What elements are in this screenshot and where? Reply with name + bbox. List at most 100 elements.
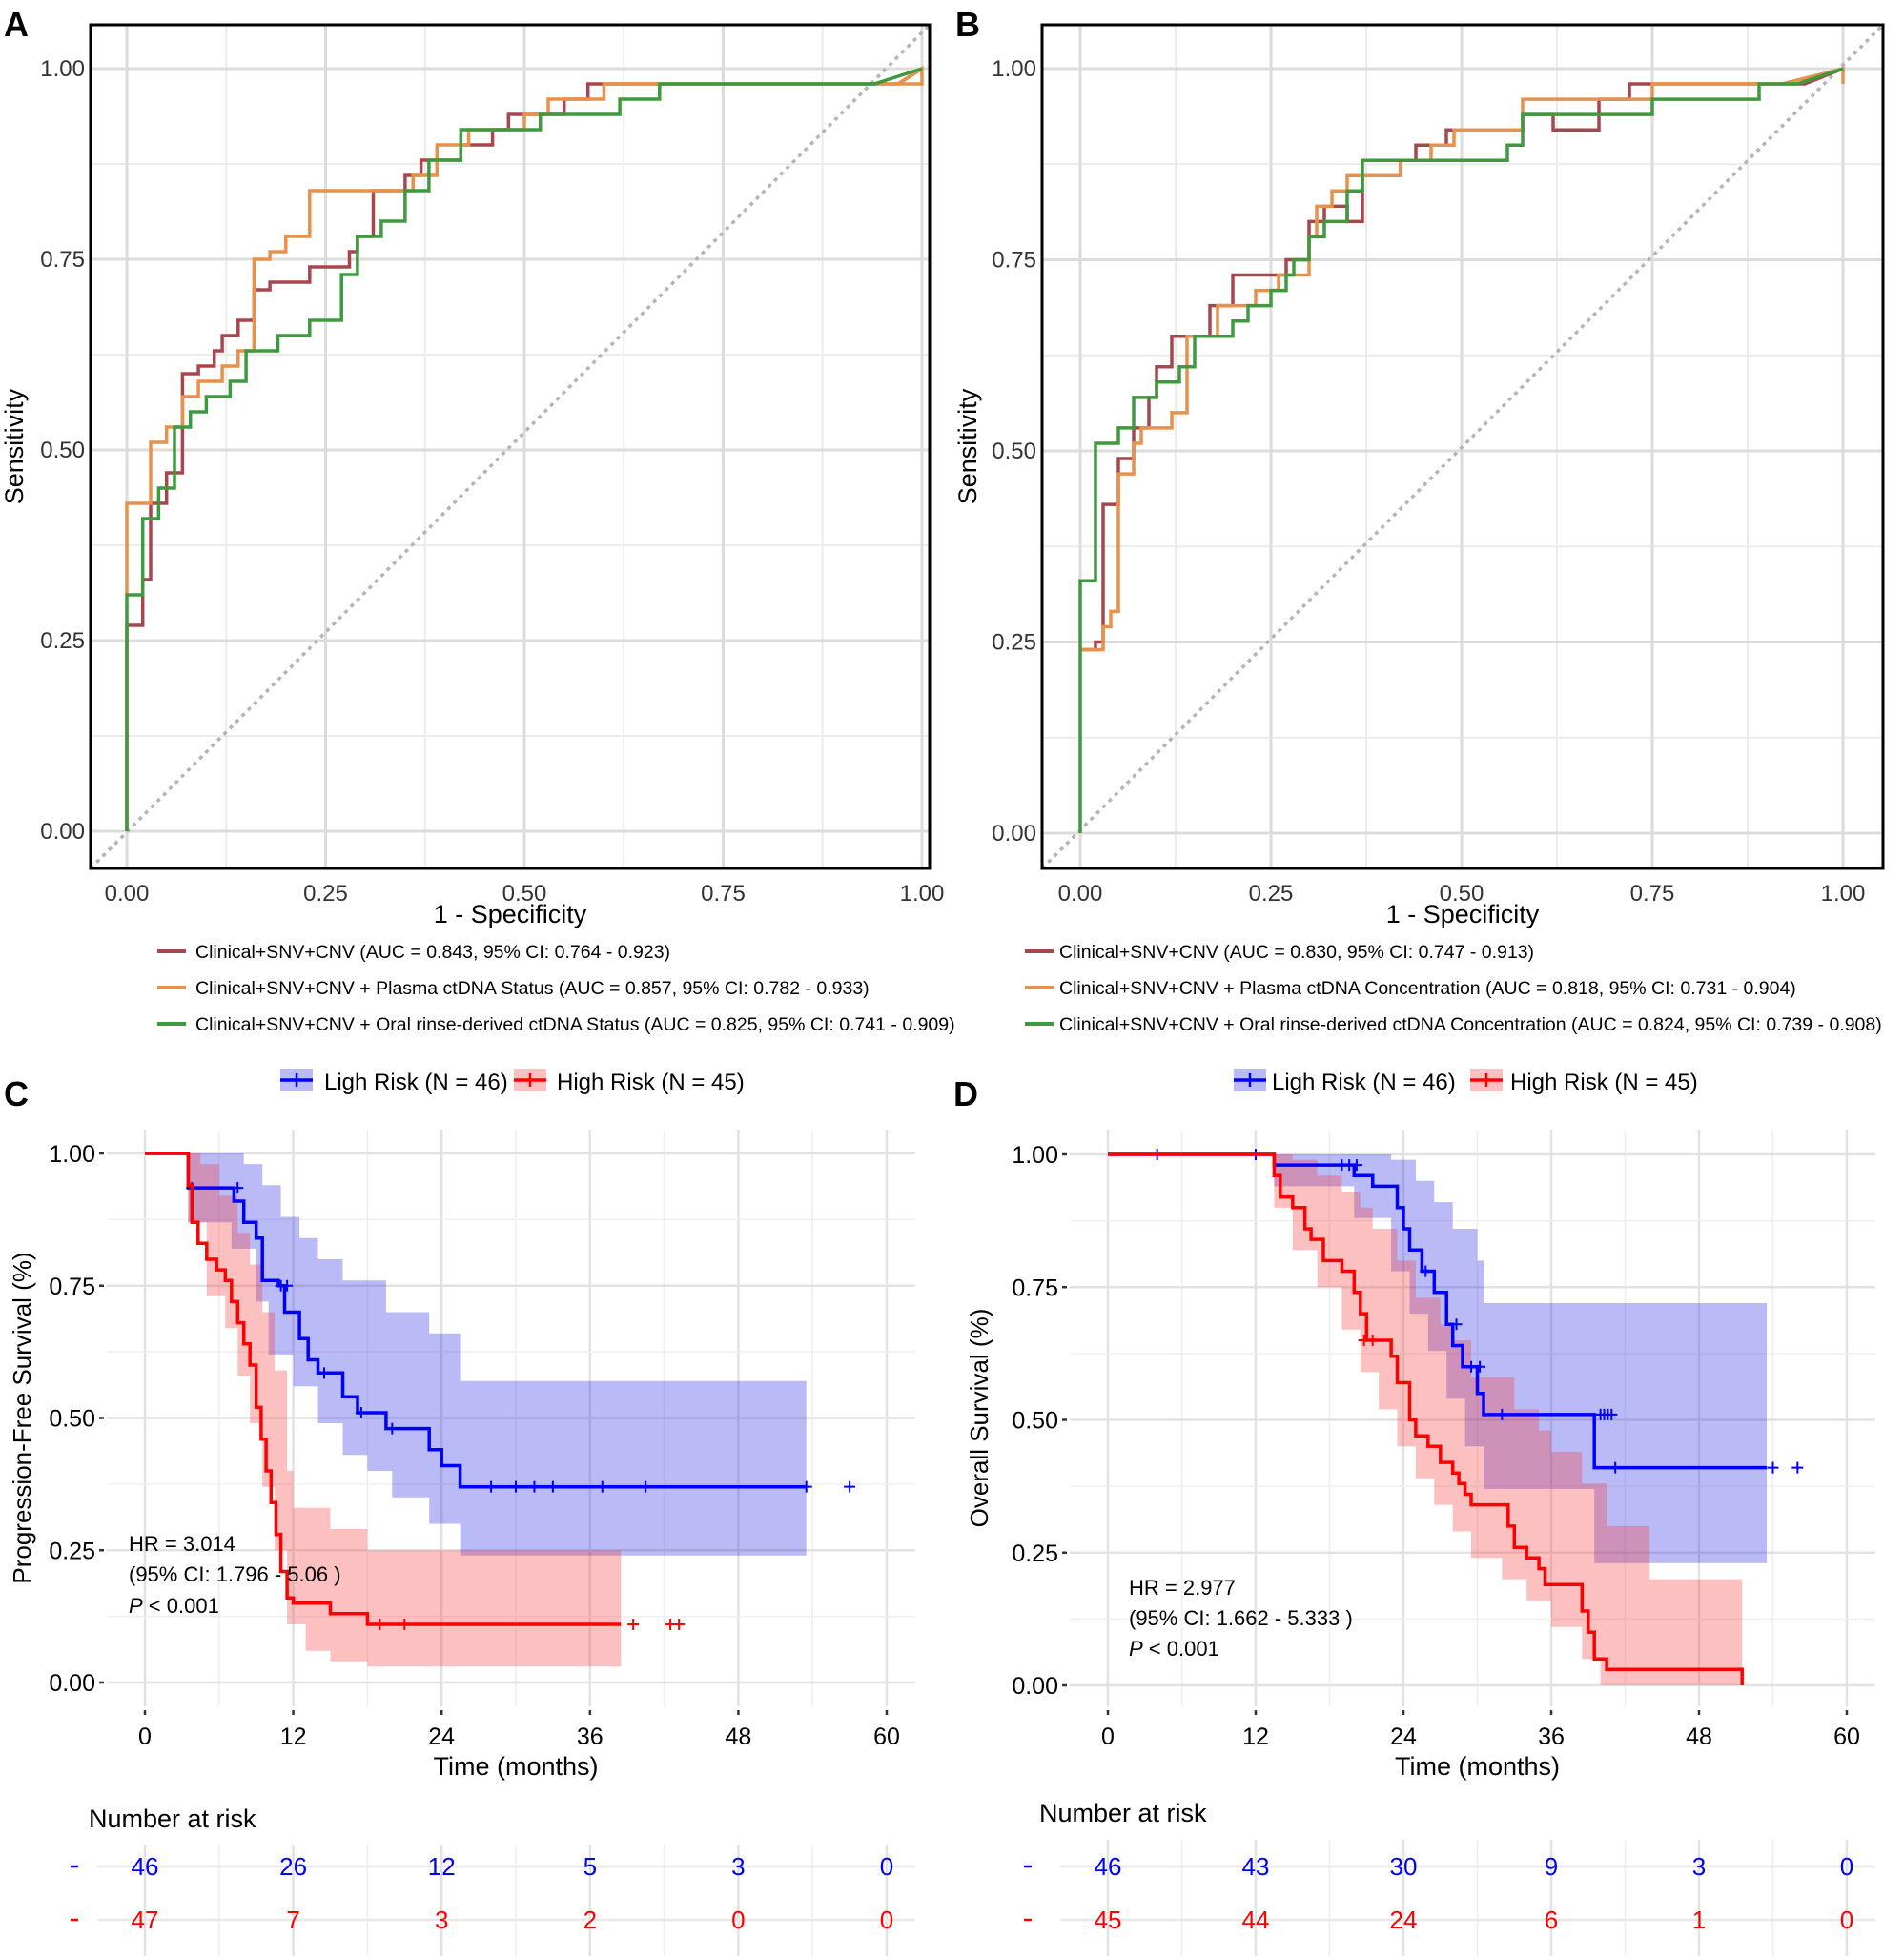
censor-mark bbox=[1609, 1461, 1622, 1474]
reference-diagonal bbox=[89, 23, 932, 870]
p-label: P bbox=[129, 1594, 143, 1618]
censor-mark bbox=[640, 1480, 652, 1493]
legend-label-2: Clinical+SNV+CNV + Plasma ctDNA Status (… bbox=[195, 978, 870, 999]
risk-count: 30 bbox=[1390, 1852, 1418, 1881]
km-panel-c: 0.00 0.25 0.50 0.75 1.00 0 12 24 36 48 60 Ligh Risk… bbox=[8, 1069, 915, 1956]
x-tick-label: 0.25 bbox=[303, 881, 348, 907]
p-value: < 0.001 bbox=[143, 1594, 219, 1618]
y-tick-label: 0.50 bbox=[992, 439, 1036, 464]
x-tick-label: 0.75 bbox=[1630, 881, 1675, 907]
panel-label-c: C bbox=[4, 1074, 29, 1113]
ci-annotation: (95% CI: 1.796 - 5.06 ) bbox=[129, 1562, 341, 1586]
censor-mark bbox=[281, 1279, 294, 1292]
y-tick-label: 0.25 bbox=[40, 628, 85, 654]
risk-count: 26 bbox=[279, 1852, 307, 1881]
y-axis-label: Overall Survival (%) bbox=[965, 1309, 993, 1528]
risk-count: 3 bbox=[435, 1906, 448, 1934]
ci-annotation: (95% CI: 1.662 - 5.333 ) bbox=[1129, 1606, 1353, 1630]
censor-mark bbox=[1450, 1318, 1463, 1331]
censor-mark bbox=[546, 1480, 559, 1493]
censor-mark bbox=[399, 1618, 411, 1630]
risk-count: 0 bbox=[731, 1906, 745, 1934]
censor-mark bbox=[1474, 1360, 1486, 1373]
p-label: P bbox=[1129, 1637, 1143, 1661]
y-tick-label: 0.25 bbox=[992, 630, 1036, 656]
legend-label-3: Clinical+SNV+CNV + Oral rinse-derived ct… bbox=[1059, 1014, 1882, 1035]
hr-annotation: HR = 2.977 bbox=[1129, 1576, 1236, 1600]
censor-mark bbox=[528, 1480, 541, 1493]
risk-count: 9 bbox=[1545, 1852, 1558, 1881]
censor-mark bbox=[386, 1422, 399, 1435]
x-tick-label: 12 bbox=[1242, 1723, 1269, 1750]
censor-mark bbox=[627, 1618, 640, 1630]
y-tick-label: 0.75 bbox=[992, 248, 1036, 274]
risk-count: 6 bbox=[1545, 1906, 1558, 1934]
risk-table-title: Number at risk bbox=[1039, 1799, 1207, 1827]
confidence-band-1 bbox=[145, 1153, 807, 1556]
risk-count: 1 bbox=[1692, 1906, 1706, 1934]
y-tick-label: 1.00 bbox=[1012, 1142, 1058, 1169]
risk-count: 46 bbox=[132, 1852, 159, 1881]
risk-count: 7 bbox=[286, 1906, 299, 1934]
x-tick-label: 36 bbox=[1538, 1723, 1565, 1750]
y-tick-label: 0.00 bbox=[40, 819, 85, 845]
confidence-band-1 bbox=[1108, 1154, 1767, 1563]
censor-mark bbox=[673, 1618, 686, 1630]
y-tick-label: 1.00 bbox=[49, 1141, 95, 1168]
risk-count: 47 bbox=[132, 1906, 159, 1934]
censor-mark bbox=[318, 1367, 331, 1379]
y-axis-label: Sensitivity bbox=[0, 388, 29, 504]
y-tick-label: 0.50 bbox=[49, 1406, 95, 1433]
censor-mark bbox=[1496, 1408, 1508, 1420]
censor-mark bbox=[355, 1406, 367, 1418]
plot-frame bbox=[89, 23, 932, 870]
x-tick-label: 24 bbox=[428, 1723, 455, 1750]
censor-mark bbox=[1791, 1461, 1804, 1474]
x-tick-label: 0.50 bbox=[1440, 881, 1484, 907]
censor-mark bbox=[800, 1480, 812, 1493]
panel-label-a: A bbox=[4, 5, 29, 44]
risk-count: 0 bbox=[1840, 1906, 1853, 1934]
legend-label-1: Clinical+SNV+CNV (AUC = 0.843, 95% CI: 0… bbox=[195, 942, 670, 963]
risk-count: 12 bbox=[428, 1852, 456, 1881]
survival-curve-2 bbox=[145, 1152, 622, 1626]
roc-curve-2 bbox=[125, 65, 924, 595]
x-tick-label: 0 bbox=[1101, 1723, 1115, 1750]
risk-count: 46 bbox=[1095, 1852, 1122, 1881]
hr-annotation: HR = 3.014 bbox=[129, 1532, 235, 1556]
legend-label-1: Ligh Risk (N = 46) bbox=[324, 1070, 508, 1095]
legend-label-3: Clinical+SNV+CNV + Oral rinse-derived ct… bbox=[195, 1014, 955, 1035]
risk-count: 0 bbox=[880, 1906, 893, 1934]
censor-mark bbox=[1366, 1334, 1379, 1346]
roc-panel-b: 0.00 0.00 0.25 0.25 0.50 0.50 0.75 0.75 1.00 1.00… bbox=[953, 23, 1885, 1035]
x-axis-label: 1 - Specificity bbox=[434, 900, 587, 928]
censor-mark bbox=[232, 1182, 244, 1194]
x-tick-label: 0 bbox=[138, 1723, 152, 1750]
legend-label-2: High Risk (N = 45) bbox=[557, 1070, 745, 1095]
y-tick-label: 0.75 bbox=[1012, 1275, 1058, 1301]
y-axis-label: Sensitivity bbox=[953, 388, 982, 504]
censor-mark bbox=[510, 1480, 522, 1493]
y-tick-label: 0.75 bbox=[49, 1274, 95, 1300]
y-tick-label: 1.00 bbox=[40, 56, 85, 82]
reference-diagonal bbox=[1040, 23, 1885, 870]
x-tick-label: 60 bbox=[873, 1723, 900, 1750]
risk-count: 0 bbox=[880, 1852, 893, 1881]
risk-count: 24 bbox=[1390, 1906, 1418, 1934]
censor-mark bbox=[1767, 1461, 1779, 1474]
x-tick-label: 0.75 bbox=[701, 881, 746, 907]
y-tick-label: 0.75 bbox=[40, 247, 85, 273]
x-tick-label: 0.00 bbox=[105, 881, 150, 907]
censor-mark bbox=[844, 1480, 856, 1493]
x-tick-label: 24 bbox=[1390, 1723, 1417, 1750]
y-tick-label: 1.00 bbox=[992, 56, 1036, 82]
roc-curve-1 bbox=[125, 67, 923, 831]
legend-label-2: High Risk (N = 45) bbox=[1510, 1070, 1698, 1095]
risk-count: 45 bbox=[1095, 1906, 1122, 1934]
x-tick-label: 0.00 bbox=[1058, 881, 1103, 907]
risk-count: 44 bbox=[1242, 1906, 1270, 1934]
censor-mark bbox=[1420, 1265, 1432, 1277]
censor-mark bbox=[485, 1480, 498, 1493]
confidence-band-2 bbox=[1108, 1154, 1743, 1685]
